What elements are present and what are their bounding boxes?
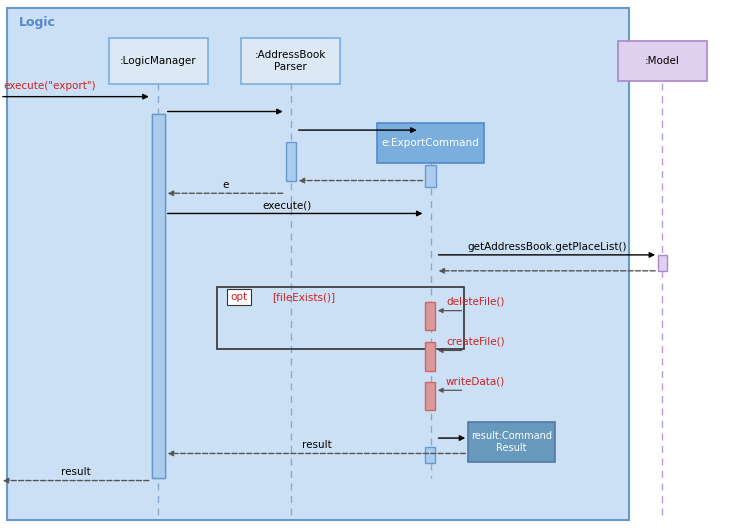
Bar — [152, 114, 165, 478]
Text: result:Command
Result: result:Command Result — [471, 431, 552, 453]
Text: opt: opt — [230, 292, 247, 302]
Text: Logic: Logic — [18, 16, 55, 29]
Bar — [658, 255, 667, 271]
Bar — [7, 8, 629, 520]
Text: result: result — [61, 467, 91, 477]
Bar — [152, 114, 165, 478]
Bar — [425, 447, 435, 463]
Bar — [109, 39, 208, 83]
Bar — [468, 422, 555, 462]
Text: getAddressBook.getPlaceList(): getAddressBook.getPlaceList() — [467, 242, 626, 252]
Text: execute(): execute() — [263, 200, 311, 210]
Bar — [425, 302, 435, 330]
Text: :AddressBook
Parser: :AddressBook Parser — [255, 50, 326, 72]
Bar — [618, 41, 707, 81]
Bar — [241, 39, 340, 83]
Text: e: e — [222, 180, 228, 190]
Bar — [425, 165, 436, 187]
Bar — [286, 142, 296, 181]
Text: createFile(): createFile() — [446, 336, 505, 346]
Bar — [377, 124, 484, 164]
Bar — [425, 382, 435, 410]
Text: :LogicManager: :LogicManager — [120, 56, 197, 66]
Bar — [425, 342, 435, 371]
Text: deleteFile(): deleteFile() — [446, 296, 504, 306]
Text: e:ExportCommand: e:ExportCommand — [382, 139, 479, 148]
Text: execute("export"): execute("export") — [4, 81, 96, 91]
Bar — [217, 287, 464, 349]
Text: :Model: :Model — [645, 56, 680, 66]
Text: result: result — [302, 440, 331, 450]
Text: [fileExists()]: [fileExists()] — [272, 292, 336, 302]
Text: writeData(): writeData() — [446, 376, 506, 386]
